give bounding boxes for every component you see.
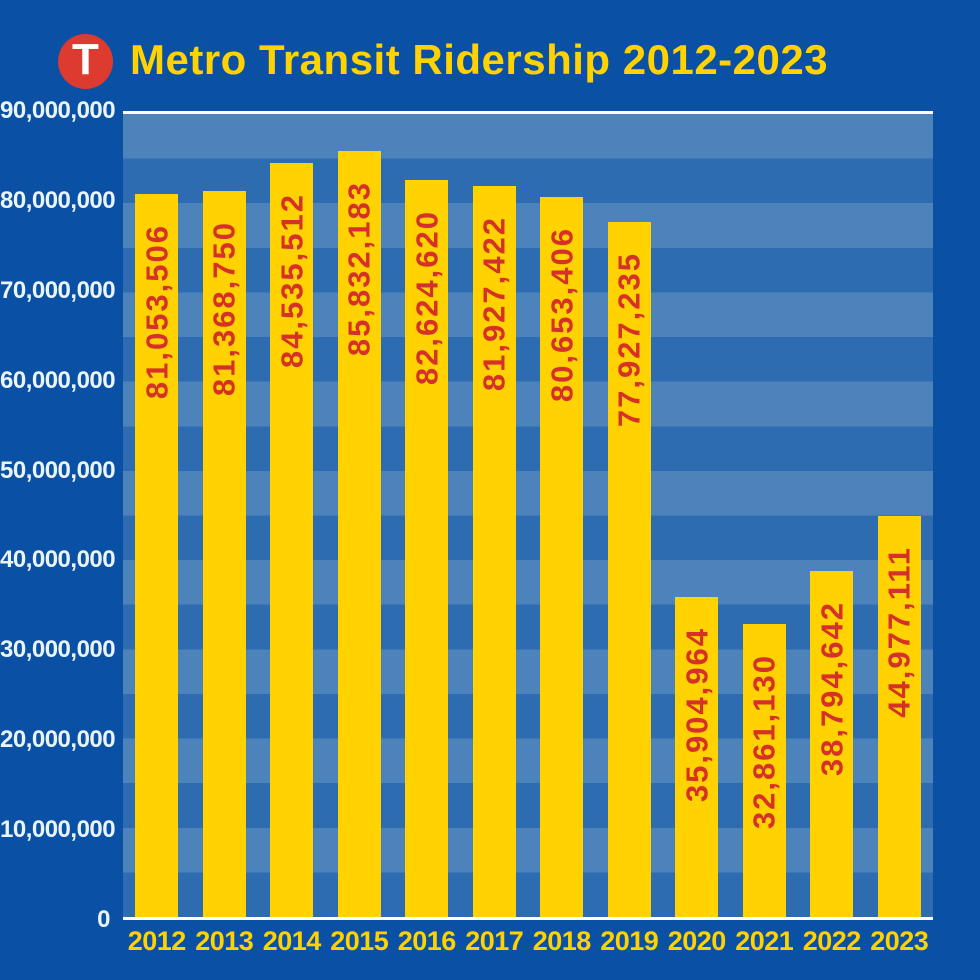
gridline-90m	[123, 111, 933, 114]
bar-2017: 81,927,422	[472, 186, 516, 917]
bar-value-label: 84,535,512	[274, 192, 310, 368]
bar-slot: 84,535,512	[258, 114, 326, 917]
y-axis-labels: 0 10,000,000 20,000,000 30,000,000 40,000,00…	[0, 99, 116, 932]
bars-container: 81,053,506 81,368,750 84,535,512 85,832,183…	[123, 114, 933, 917]
y-tick-label: 90,000,000	[0, 97, 116, 124]
y-tick-label: 30,000,000	[0, 636, 116, 664]
bar-2016: 82,624,620	[405, 179, 449, 917]
bar-slot: 77,927,235	[596, 114, 664, 917]
x-tick-label: 2013	[195, 926, 254, 956]
bar-value-label: 80,653,406	[544, 227, 580, 403]
bar-value-label: 82,624,620	[409, 209, 445, 385]
chart-title: Metro Transit Ridership 2012-2023	[130, 36, 829, 83]
bar-slot: 85,832,183	[326, 114, 394, 917]
x-tick-label: 2017	[465, 926, 524, 956]
y-tick-label: 20,000,000	[0, 726, 116, 754]
bar-value-label: 85,832,183	[341, 181, 377, 357]
bar-2022: 38,794,642	[810, 570, 854, 917]
x-tick-label: 2022	[802, 926, 862, 956]
bar-slot: 35,904,964	[663, 114, 731, 917]
y-tick-label: 70,000,000	[0, 276, 116, 304]
y-tick-label: 80,000,000	[0, 186, 116, 214]
x-tick-label: 2020	[667, 926, 727, 956]
logo-letter-t: T	[72, 34, 99, 84]
bar-2018: 80,653,406	[540, 197, 584, 917]
plot-area	[123, 114, 933, 917]
x-tick-label: 2014	[262, 926, 322, 956]
metro-transit-logo: T	[58, 34, 113, 89]
bar-value-label: 32,861,130	[746, 653, 782, 829]
x-axis-baseline	[123, 917, 933, 920]
bar-slot: 80,653,406	[528, 114, 596, 917]
x-tick-label: 2019	[600, 926, 659, 956]
bar-2013: 81,368,750	[202, 191, 246, 917]
bar-slot: 32,861,130	[731, 114, 799, 917]
bar-slot: 38,794,642	[798, 114, 866, 917]
bar-slot: 81,927,422	[461, 114, 529, 917]
bar-slot: 44,977,111	[866, 114, 934, 917]
bar-value-label: 35,904,964	[679, 626, 715, 802]
bar-2020: 35,904,964	[675, 596, 719, 917]
bar-2021: 32,861,130	[742, 623, 786, 917]
bar-2012: 81,053,506	[135, 193, 179, 917]
x-axis-labels: 2012 2013 2014 2015 2016 2017 2018 2019 2020 2021…	[123, 926, 933, 957]
bar-value-label: 81,053,506	[139, 223, 175, 399]
bar-2023: 44,977,111	[877, 515, 921, 917]
x-tick-label: 2018	[532, 926, 592, 956]
bar-slot: 81,053,506	[123, 114, 191, 917]
x-tick-label: 2015	[330, 926, 389, 956]
y-tick-label: 0	[97, 906, 110, 933]
x-tick-label: 2021	[735, 926, 794, 956]
bar-2014: 84,535,512	[270, 162, 314, 917]
bar-value-label: 77,927,235	[611, 251, 647, 427]
y-tick-label: 60,000,000	[0, 366, 116, 394]
x-tick-label: 2023	[870, 926, 929, 956]
bar-slot: 81,368,750	[191, 114, 259, 917]
y-tick-label: 40,000,000	[0, 546, 116, 574]
bar-2019: 77,927,235	[607, 221, 651, 917]
bar-value-label: 38,794,642	[814, 600, 850, 777]
x-tick-label: 2016	[397, 926, 457, 956]
bar-2015: 85,832,183	[337, 151, 381, 917]
bar-value-label: 81,368,750	[206, 221, 242, 397]
bar-slot: 82,624,620	[393, 114, 461, 917]
x-tick-label: 2012	[127, 926, 187, 956]
bar-value-label: 44,977,111	[881, 545, 917, 718]
y-tick-label: 10,000,000	[0, 816, 116, 844]
bar-value-label: 81,927,422	[476, 216, 512, 392]
y-tick-label: 50,000,000	[0, 456, 116, 484]
